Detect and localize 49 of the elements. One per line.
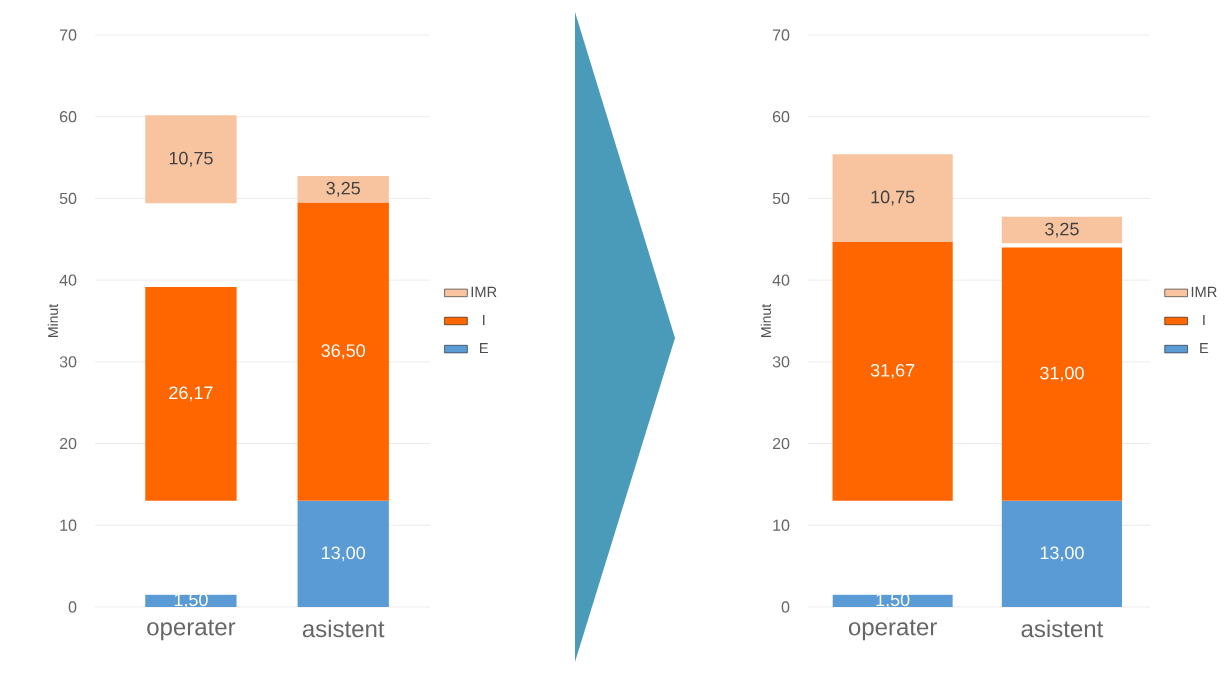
x-tick-label: operater — [848, 619, 937, 641]
y-tick-label: 50 — [772, 192, 790, 205]
x-tick-label: operater — [147, 619, 236, 641]
data-label: 36,50 — [321, 344, 366, 360]
bar — [145, 115, 237, 204]
legend-label: IMR — [1191, 286, 1217, 297]
y-tick-label: 0 — [781, 601, 790, 613]
data-label: 31,67 — [870, 363, 915, 379]
bar — [1001, 500, 1123, 607]
y-tick-label: 40 — [59, 274, 77, 286]
data-label: 10,75 — [871, 190, 915, 206]
data-label: 26,17 — [169, 386, 213, 402]
y-tick-label: 60 — [59, 111, 77, 123]
data-label: 10,75 — [169, 151, 213, 167]
x-tick-label: asistent — [302, 619, 385, 638]
bar — [832, 241, 953, 501]
y-tick-label: 30 — [59, 356, 77, 368]
y-tick-label: 0 — [68, 601, 77, 613]
data-label: 3,25 — [1045, 222, 1079, 238]
y-tick-label: 20 — [59, 437, 77, 450]
data-label: 13,00 — [1040, 546, 1084, 562]
legend-label: IMR — [471, 286, 497, 297]
y-tick-label: 50 — [59, 192, 77, 205]
y-tick-label: 40 — [772, 274, 790, 286]
data-label: 3,25 — [326, 181, 360, 197]
bar — [297, 175, 389, 203]
bar — [832, 594, 953, 607]
y-tick-label: 10 — [60, 519, 77, 531]
bar — [297, 202, 389, 501]
bar — [1001, 216, 1123, 244]
x-tick-label: asistent — [1021, 619, 1104, 638]
y-axis-title: Minut — [760, 303, 771, 337]
y-tick-label: 70 — [772, 29, 790, 41]
legend-label: E — [480, 343, 488, 354]
y-tick-label: 20 — [772, 437, 790, 450]
bar — [297, 500, 389, 607]
y-tick-label: 70 — [59, 29, 77, 41]
bar — [1001, 247, 1123, 501]
legend-label: I — [1203, 314, 1205, 326]
data-label: 31,00 — [1040, 366, 1084, 382]
y-axis-title: Minut — [47, 303, 59, 337]
bar — [832, 154, 953, 242]
legend-label: I — [483, 314, 485, 326]
data-label: 13,00 — [322, 546, 366, 562]
bar — [145, 286, 237, 501]
y-tick-label: 10 — [773, 519, 790, 531]
y-tick-label: 30 — [772, 356, 790, 368]
legend-label: E — [1200, 343, 1209, 354]
y-tick-label: 60 — [772, 111, 790, 123]
